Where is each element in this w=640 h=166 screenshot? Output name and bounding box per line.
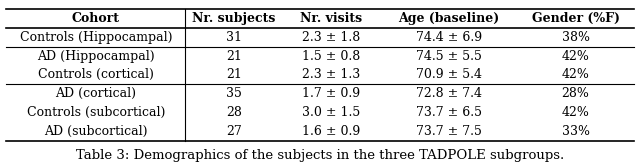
Text: 38%: 38% xyxy=(561,31,589,44)
Text: 42%: 42% xyxy=(562,68,589,81)
Text: AD (cortical): AD (cortical) xyxy=(55,87,136,100)
Text: Gender (%F): Gender (%F) xyxy=(532,12,620,25)
Text: 28: 28 xyxy=(226,106,242,119)
Text: 1.5 ± 0.8: 1.5 ± 0.8 xyxy=(302,49,360,63)
Text: Controls (subcortical): Controls (subcortical) xyxy=(27,106,165,119)
Text: 28%: 28% xyxy=(562,87,589,100)
Text: AD (subcortical): AD (subcortical) xyxy=(44,125,148,138)
Text: 74.4 ± 6.9: 74.4 ± 6.9 xyxy=(415,31,482,44)
Text: 31: 31 xyxy=(226,31,242,44)
Text: 3.0 ± 1.5: 3.0 ± 1.5 xyxy=(302,106,360,119)
Text: 42%: 42% xyxy=(562,106,589,119)
Text: Controls (cortical): Controls (cortical) xyxy=(38,68,154,81)
Text: 42%: 42% xyxy=(562,49,589,63)
Text: 1.7 ± 0.9: 1.7 ± 0.9 xyxy=(302,87,360,100)
Text: 21: 21 xyxy=(226,68,242,81)
Text: 73.7 ± 7.5: 73.7 ± 7.5 xyxy=(415,125,481,138)
Text: 33%: 33% xyxy=(561,125,589,138)
Text: Nr. visits: Nr. visits xyxy=(300,12,362,25)
Text: Cohort: Cohort xyxy=(72,12,120,25)
Text: Table 3: Demographics of the subjects in the three TADPOLE subgroups.: Table 3: Demographics of the subjects in… xyxy=(76,149,564,162)
Text: Controls (Hippocampal): Controls (Hippocampal) xyxy=(20,31,172,44)
Text: 73.7 ± 6.5: 73.7 ± 6.5 xyxy=(415,106,481,119)
Text: 35: 35 xyxy=(226,87,242,100)
Text: 72.8 ± 7.4: 72.8 ± 7.4 xyxy=(415,87,481,100)
Text: 70.9 ± 5.4: 70.9 ± 5.4 xyxy=(415,68,481,81)
Text: Nr. subjects: Nr. subjects xyxy=(192,12,275,25)
Text: 2.3 ± 1.8: 2.3 ± 1.8 xyxy=(302,31,360,44)
Text: Age (baseline): Age (baseline) xyxy=(398,12,499,25)
Text: 74.5 ± 5.5: 74.5 ± 5.5 xyxy=(415,49,481,63)
Text: 21: 21 xyxy=(226,49,242,63)
Text: AD (Hippocampal): AD (Hippocampal) xyxy=(37,49,155,63)
Text: 2.3 ± 1.3: 2.3 ± 1.3 xyxy=(302,68,360,81)
Text: 27: 27 xyxy=(226,125,242,138)
Text: 1.6 ± 0.9: 1.6 ± 0.9 xyxy=(302,125,360,138)
